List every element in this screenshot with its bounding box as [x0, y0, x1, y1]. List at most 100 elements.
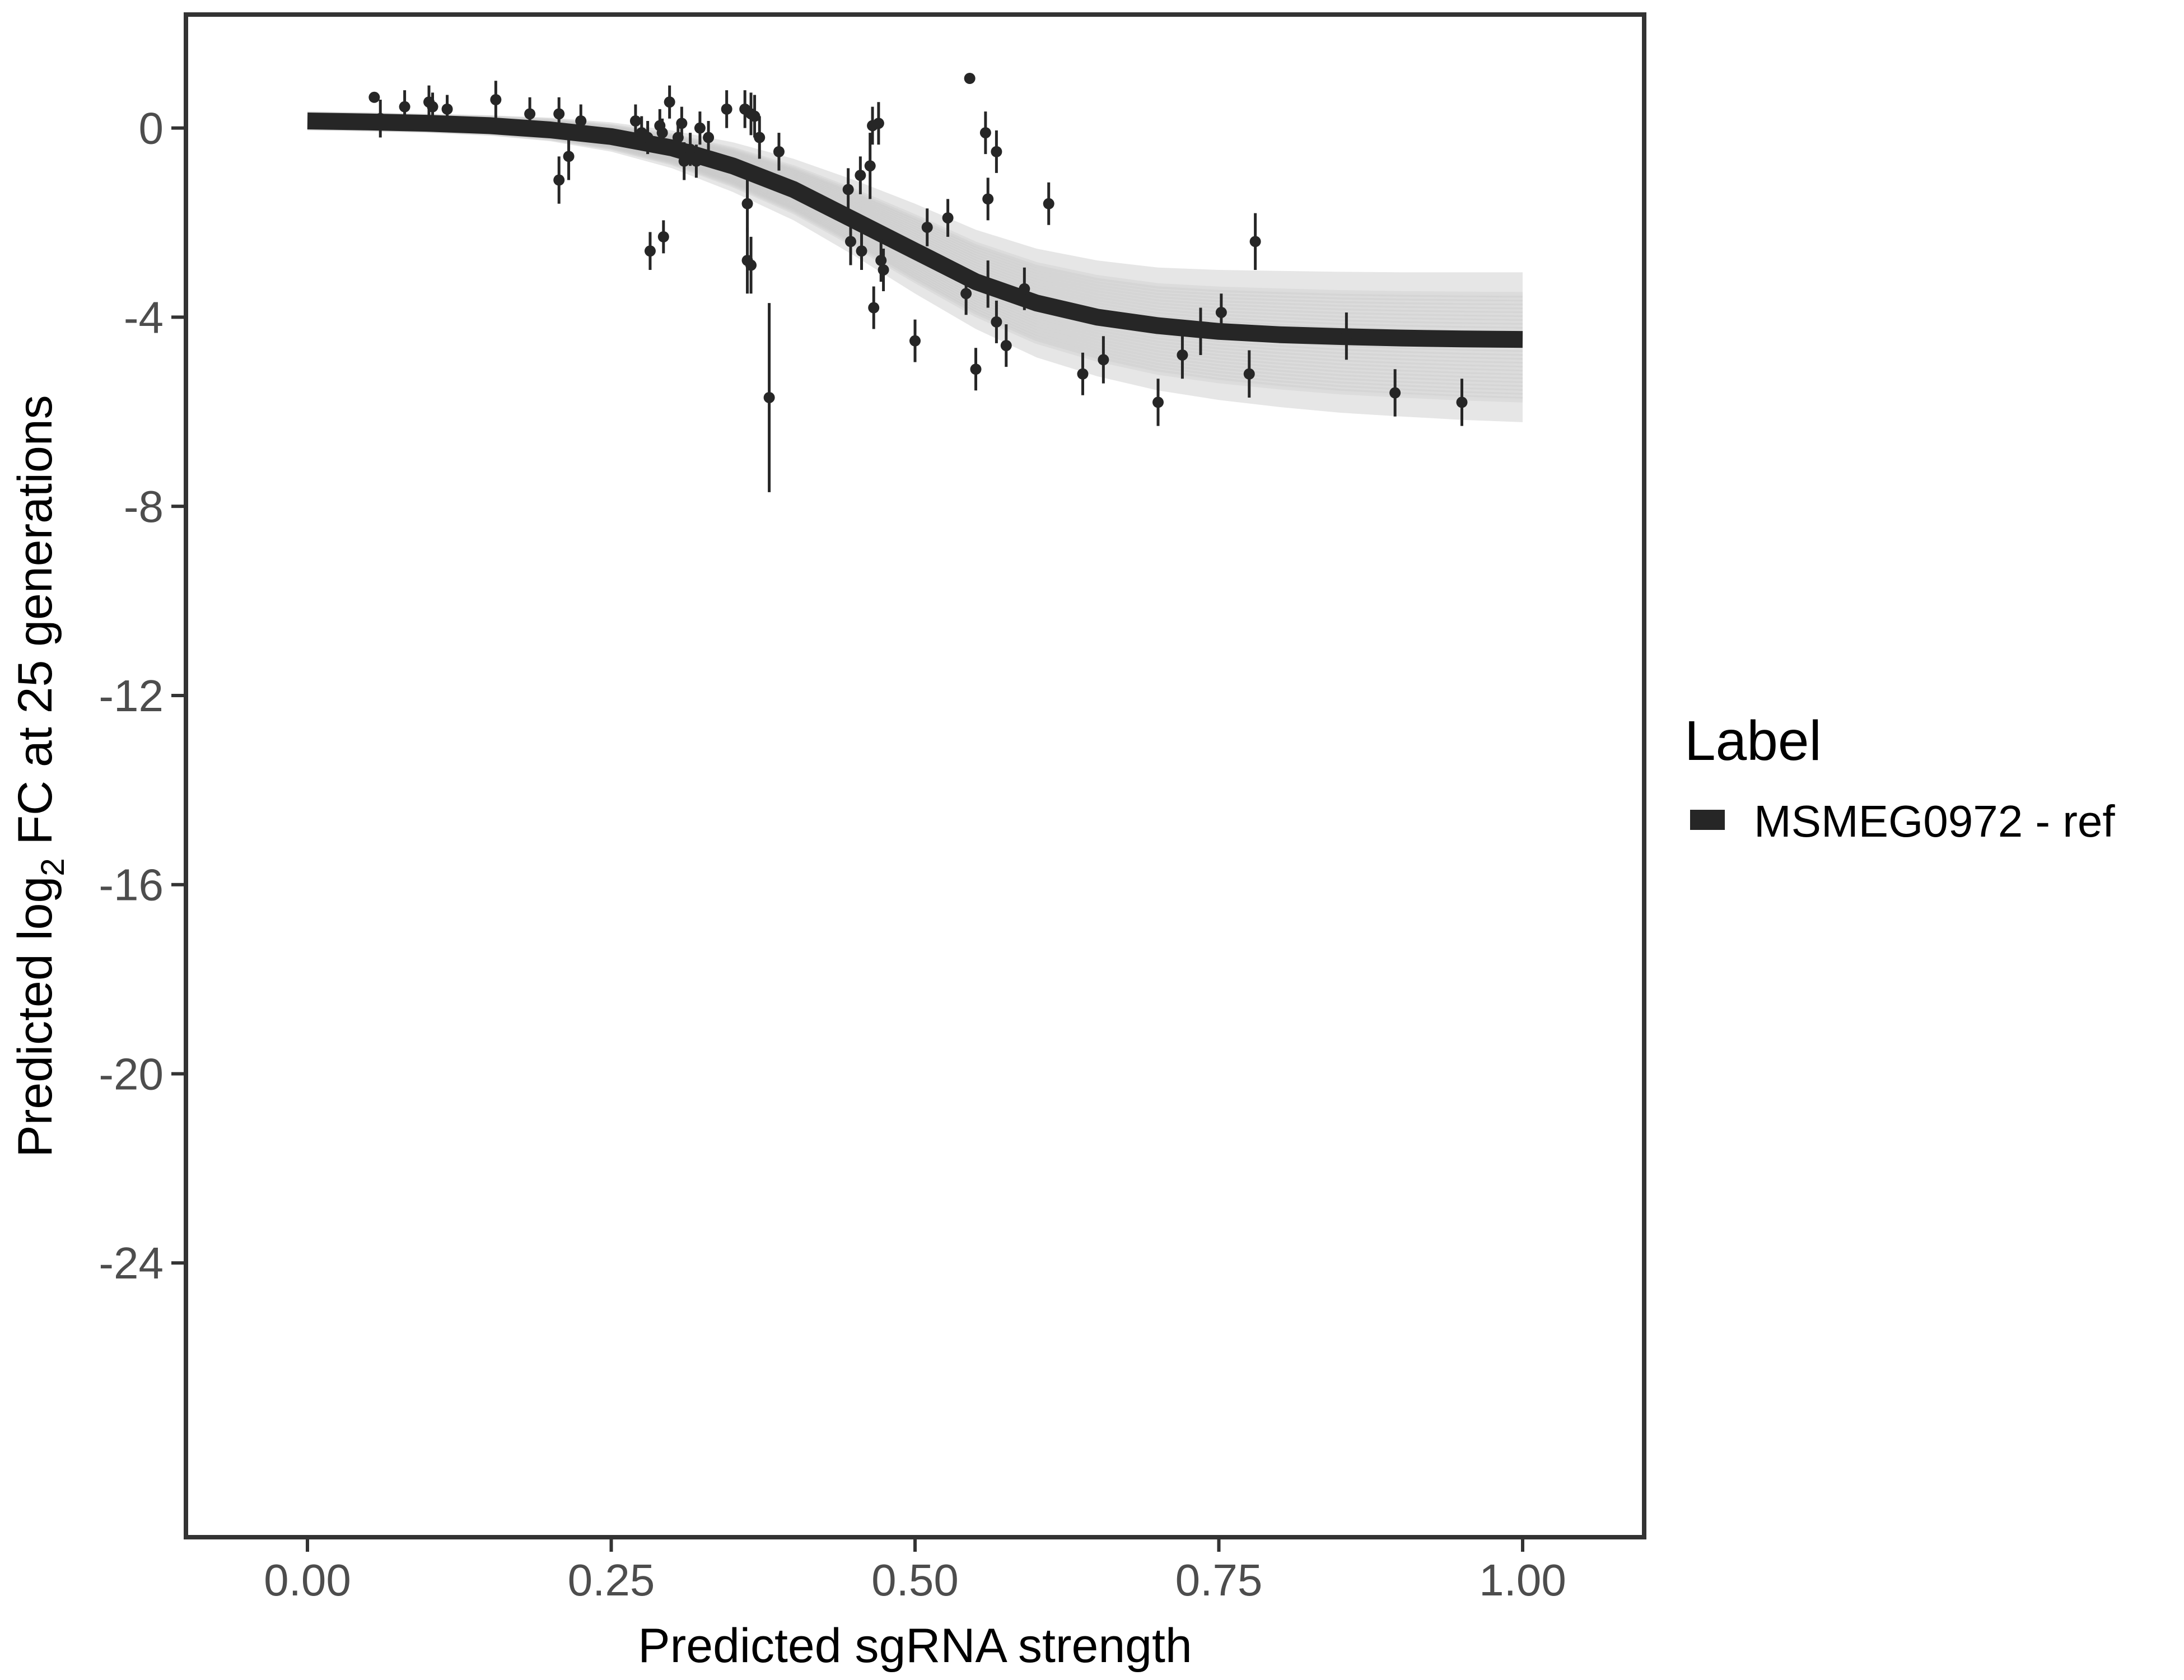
data-point — [749, 95, 760, 138]
point-marker — [642, 132, 654, 143]
data-point — [676, 106, 688, 140]
point-marker — [991, 316, 1002, 328]
point-marker — [773, 146, 785, 157]
point-marker — [1243, 368, 1255, 380]
x-axis: 0.00 0.25 0.50 0.75 1.00 — [264, 1539, 1566, 1605]
data-point — [964, 72, 976, 84]
data-point — [721, 90, 732, 128]
data-point — [1019, 267, 1030, 310]
point-marker — [721, 103, 732, 115]
data-point — [909, 319, 921, 362]
data-point — [741, 175, 753, 232]
data-point — [842, 168, 854, 211]
point-marker — [553, 108, 565, 120]
data-point — [490, 81, 502, 119]
y-axis-title-subscript: 2 — [35, 858, 71, 876]
point-marker — [490, 94, 502, 105]
legend-title: Label — [1684, 710, 1822, 772]
data-point — [1177, 331, 1188, 379]
data-point — [960, 272, 972, 315]
point-marker — [1098, 354, 1109, 366]
point-marker — [855, 170, 866, 181]
data-point — [644, 232, 656, 270]
point-marker — [368, 91, 380, 103]
data-point — [427, 92, 438, 121]
y-axis-title-suffix: FC at 25 generations — [8, 395, 62, 858]
point-marker — [1177, 349, 1188, 361]
point-marker — [991, 146, 1002, 157]
point-marker — [1077, 368, 1089, 380]
data-point — [982, 260, 994, 308]
point-marker — [399, 101, 410, 113]
point-marker — [856, 245, 867, 257]
y-tick-label: -16 — [99, 860, 164, 910]
data-point — [563, 133, 575, 180]
data-point — [1456, 379, 1468, 426]
data-point — [657, 220, 669, 254]
data-point — [1341, 312, 1352, 360]
panel-border — [184, 12, 1646, 1539]
data-point — [844, 218, 856, 265]
point-marker — [694, 122, 706, 134]
point-marker — [676, 118, 688, 129]
point-marker — [563, 151, 575, 162]
point-marker — [629, 115, 641, 127]
point-marker — [872, 118, 884, 129]
y-tick-label: -20 — [99, 1049, 164, 1099]
point-marker — [875, 255, 887, 267]
x-axis-title: Predicted sgRNA strength — [638, 1619, 1192, 1673]
point-marker — [754, 132, 766, 143]
point-marker — [684, 143, 696, 155]
legend-key — [1690, 810, 1725, 830]
data-point — [1077, 352, 1089, 395]
data-point — [441, 95, 453, 124]
point-marker — [878, 264, 889, 276]
point-marker — [942, 212, 954, 224]
fit-curve-line — [307, 113, 1523, 348]
point-marker — [441, 103, 453, 115]
data-point — [864, 133, 876, 199]
data-point — [745, 236, 757, 294]
point-marker — [964, 72, 976, 84]
point-marker — [644, 245, 656, 257]
point-marker — [575, 115, 587, 127]
data-point — [399, 90, 410, 124]
point-marker — [844, 236, 856, 248]
data-point — [703, 120, 715, 155]
point-marker — [524, 108, 536, 120]
data-point — [642, 120, 654, 155]
data-point — [1098, 336, 1109, 384]
data-point — [979, 111, 991, 155]
y-tick-label: 0 — [139, 104, 164, 153]
y-axis: 0 -4 -8 -12 -16 -20 -24 — [99, 104, 184, 1288]
point-marker — [921, 221, 933, 233]
data-point — [664, 85, 675, 119]
data-point — [375, 99, 386, 138]
x-tick-label: 1.00 — [1479, 1555, 1566, 1605]
data-point — [921, 208, 933, 246]
point-marker — [553, 174, 565, 186]
point-marker — [1389, 387, 1401, 399]
point-marker — [864, 160, 876, 172]
data-point — [754, 116, 766, 159]
point-marker — [375, 113, 386, 124]
data-point — [1152, 379, 1164, 426]
x-tick-label: 0.25 — [568, 1555, 655, 1605]
data-point — [684, 133, 696, 166]
point-marker — [982, 193, 994, 205]
data-point — [1215, 293, 1227, 332]
point-marker — [1456, 396, 1468, 408]
data-point — [991, 300, 1002, 343]
point-marker — [842, 184, 854, 195]
point-marker — [703, 132, 715, 143]
y-tick-label: -12 — [99, 671, 164, 721]
point-marker — [1194, 325, 1206, 337]
point-marker — [970, 363, 982, 375]
point-marker — [745, 259, 757, 271]
data-points — [368, 72, 1468, 492]
point-marker — [1152, 396, 1164, 408]
data-point — [553, 156, 565, 204]
point-marker — [1043, 198, 1054, 209]
data-point — [982, 178, 994, 221]
